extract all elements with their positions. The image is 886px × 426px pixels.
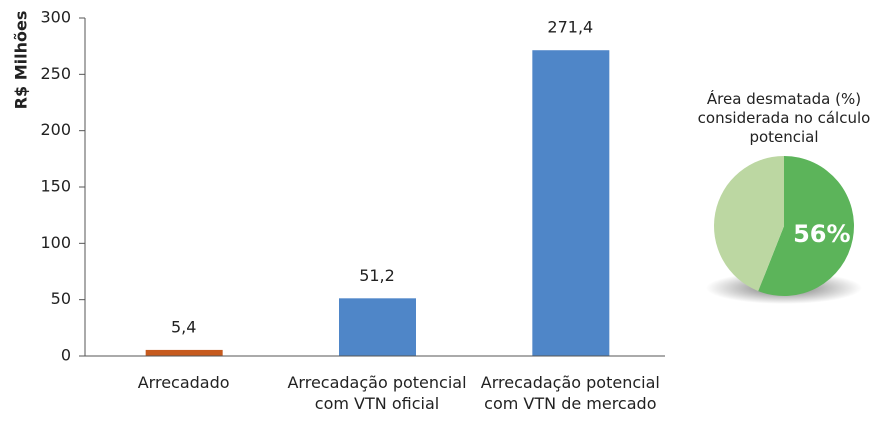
value-label: 5,4 — [171, 317, 196, 336]
x-tick-label: Arrecadação potencial com VTN de mercado — [480, 373, 660, 413]
pie-title: Área desmatada (%) considerada no cálcul… — [697, 90, 871, 146]
y-tick-label: 150 — [40, 177, 71, 196]
pie-slice — [713, 156, 784, 292]
bar — [145, 349, 223, 356]
y-axis-label: R$ Milhões — [12, 11, 31, 110]
x-tick-label: Arrecadação potencial com VTN oficial — [287, 373, 467, 413]
y-tick-label: 0 — [61, 346, 71, 365]
value-label: 51,2 — [359, 266, 395, 285]
y-tick-label: 200 — [40, 120, 71, 139]
y-tick-label: 100 — [40, 233, 71, 252]
pie-slice — [758, 156, 854, 296]
bar — [532, 50, 610, 357]
value-label: 271,4 — [547, 18, 593, 37]
y-tick-label: 250 — [40, 64, 71, 83]
y-tick-label: 300 — [40, 8, 71, 27]
y-tick-label: 50 — [51, 289, 71, 308]
pie-label: 56% — [793, 220, 850, 248]
bar — [339, 298, 416, 356]
x-tick-label: Arrecadado — [137, 373, 230, 392]
